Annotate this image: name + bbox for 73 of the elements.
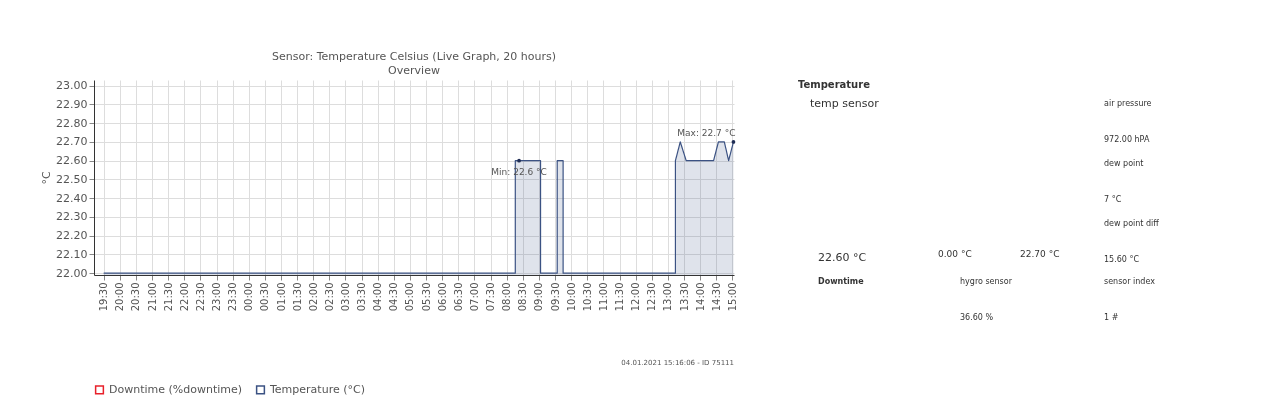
text: 0.00 °C [938, 249, 972, 259]
text: 22.70 °C [1020, 249, 1060, 259]
x-tick-label: 01:00 [275, 282, 287, 312]
x-tick-label: 19:30 [98, 282, 110, 312]
text: 36.60 % [960, 313, 994, 322]
text: 15.60 °C [1104, 255, 1140, 264]
x-tick-label: 22:00 [178, 282, 190, 312]
y-tick-label: 22.70 [56, 135, 88, 149]
x-tick-label: 06:00 [436, 282, 448, 312]
x-tick-label: 12:30 [646, 282, 658, 312]
text: Downtime [818, 277, 865, 286]
x-tick-label: 11:30 [614, 282, 626, 312]
chart-title: Sensor: Temperature Celsius (Live Graph, 20 hours) [271, 49, 557, 63]
text: Temperature [798, 79, 871, 90]
x-tick-label: 08:00 [501, 282, 513, 312]
chart-subtitle: Overview [388, 63, 440, 77]
x-tick-label: 10:00 [565, 282, 577, 312]
x-tick-label: 15:00 [726, 282, 738, 312]
x-tick-label: 09:30 [549, 282, 561, 312]
x-tick-label: 21:30 [162, 282, 174, 312]
text: dew point diff [1104, 219, 1160, 228]
x-tick-label: 23:00 [211, 282, 223, 312]
text: temp sensor [810, 97, 880, 110]
legend-label: Downtime (%downtime) [109, 382, 243, 396]
x-tick-label: 02:00 [307, 282, 319, 312]
x-tick-label: 03:00 [339, 282, 351, 312]
y-axis-title: °C [40, 171, 54, 185]
x-tick-label: 00:00 [243, 282, 255, 312]
x-tick-label: 03:30 [356, 282, 368, 312]
x-tick-label: 04:30 [388, 282, 400, 312]
y-tick-label: 22.20 [56, 229, 88, 243]
y-tick-label: 22.80 [56, 116, 88, 130]
x-tick-label: 14:00 [694, 282, 706, 312]
y-tick-label: 22.90 [56, 97, 88, 111]
y-tick-label: 22.40 [56, 191, 88, 205]
x-tick-label: 07:00 [468, 282, 480, 312]
y-tick-label: 22.30 [56, 210, 88, 224]
y-tick-label: 22.60 [56, 154, 88, 168]
x-tick-label: 01:30 [291, 282, 303, 312]
text: air pressure [1104, 99, 1152, 108]
x-tick-label: 21:00 [146, 282, 158, 312]
text: 22.60 °C [818, 251, 867, 264]
x-tick-label: 11:00 [597, 282, 609, 312]
x-tick-label: 20:00 [114, 282, 126, 312]
x-tick-label: 05:00 [404, 282, 416, 312]
text: 1 # [1104, 313, 1119, 322]
annotation: Max: 22.7 °C [677, 127, 736, 138]
x-tick-label: 14:30 [710, 282, 722, 312]
y-tick-label: 22.00 [56, 266, 88, 280]
x-tick-label: 23:30 [227, 282, 239, 312]
x-tick-label: 04:00 [372, 282, 384, 312]
x-tick-label: 12:00 [630, 282, 642, 312]
text: 972.00 hPA [1104, 135, 1150, 144]
text: sensor index [1104, 277, 1156, 286]
x-tick-label: 22:30 [194, 282, 206, 312]
legend-label: Temperature (°C) [269, 382, 365, 396]
y-tick-label: 22.50 [56, 172, 88, 186]
x-tick-label: 02:30 [323, 282, 335, 312]
x-tick-label: 06:30 [452, 282, 464, 312]
x-tick-label: 07:30 [485, 282, 497, 312]
x-tick-label: 08:30 [517, 282, 529, 312]
x-tick-label: 13:30 [678, 282, 690, 312]
text: 7 °C [1104, 195, 1122, 204]
x-tick-label: 10:30 [581, 282, 593, 312]
x-tick-label: 05:30 [420, 282, 432, 312]
text: hygro sensor [960, 277, 1013, 286]
x-tick-label: 13:00 [662, 282, 674, 312]
text: dew point [1104, 159, 1144, 168]
x-tick-label: 09:00 [533, 282, 545, 312]
y-tick-label: 23.00 [56, 79, 88, 93]
x-tick-label: 00:30 [259, 282, 271, 312]
y-tick-label: 22.10 [56, 247, 88, 261]
x-tick-label: 20:30 [130, 282, 142, 312]
